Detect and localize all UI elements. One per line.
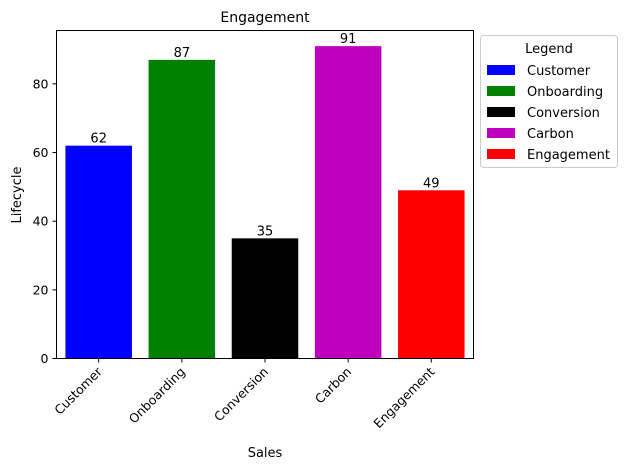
legend-label-conversion: Conversion (527, 106, 600, 121)
y-tick-label: 40 (33, 214, 49, 229)
bar-onboarding (148, 59, 216, 359)
y-tick-label: 80 (33, 76, 49, 91)
plot-frame (56, 30, 474, 359)
bar-value-label-onboarding: 87 (174, 46, 191, 61)
y-tick-label: 60 (33, 145, 49, 160)
y-tick-label: 0 (41, 351, 49, 366)
x-axis-label: Sales (248, 446, 283, 461)
legend-swatch-onboarding (487, 86, 515, 96)
bar-value-label-customer: 62 (90, 132, 107, 147)
bar-value-label-engagement: 49 (423, 176, 440, 191)
legend-swatch-engagement (487, 149, 515, 159)
x-tick-label-carbon: Carbon (312, 364, 354, 406)
x-axis: Customer Onboarding Conversion Carbon Engage… (51, 358, 437, 431)
bar-carbon (314, 46, 382, 359)
bar-value-label-conversion: 35 (257, 224, 274, 239)
legend-label-onboarding: Onboarding (527, 85, 603, 100)
x-tick-label-conversion: Conversion (211, 364, 271, 424)
chart-title: Engagement (220, 10, 310, 26)
legend-label-carbon: Carbon (527, 127, 574, 142)
legend-label-engagement: Engagement (527, 148, 610, 163)
bar-labels-group: 62 87 35 91 49 (90, 32, 439, 239)
legend-swatch-customer (487, 65, 515, 75)
bar-conversion (231, 238, 299, 359)
legend-swatch-carbon (487, 128, 515, 138)
y-axis-label: Lifecycle (10, 166, 25, 223)
bar-engagement (398, 190, 465, 359)
x-tick-label-customer: Customer (51, 363, 105, 417)
legend: Legend Customer Onboarding Conversion Carbo… (480, 35, 618, 168)
x-tick-label-onboarding: Onboarding (126, 364, 188, 426)
y-tick-label: 20 (33, 282, 49, 297)
legend-items: Customer Onboarding Conversion Carbon Engage… (487, 64, 610, 163)
x-tick-label-engagement: Engagement (370, 364, 437, 431)
bars-group (65, 46, 465, 359)
bar-value-label-carbon: 91 (340, 32, 357, 47)
legend-label-customer: Customer (527, 64, 591, 79)
legend-title: Legend (525, 42, 573, 57)
y-axis: 0 20 40 60 80 (33, 76, 57, 366)
bar-customer (65, 145, 132, 359)
legend-swatch-conversion (487, 107, 515, 117)
